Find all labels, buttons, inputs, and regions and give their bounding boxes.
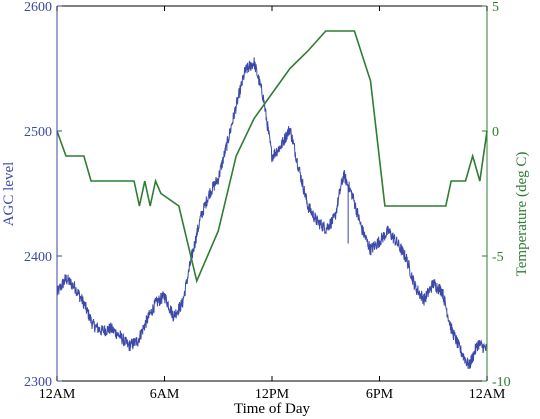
right-tick-label: 5 <box>492 0 499 15</box>
x-axis-title: Time of Day <box>234 401 311 417</box>
axes-layer: 12AM 6AM 12PM 6PM 12AM2300240025002600-10-50… <box>24 0 511 402</box>
temperature-series-line <box>56 30 488 284</box>
x-tick-label: 12AM <box>39 387 76 402</box>
x-tick-label: 6PM <box>366 387 394 402</box>
right-tick-label: -5 <box>492 250 504 265</box>
left-tick-label: 2500 <box>24 125 52 140</box>
right-tick-label: -10 <box>492 375 511 390</box>
x-tick-label: 12AM <box>469 387 506 402</box>
series-layer <box>56 30 488 370</box>
x-tick-label: 6AM <box>150 387 180 402</box>
right-tick-label: 0 <box>492 125 499 140</box>
left-tick-label: 2300 <box>24 375 52 390</box>
left-axis-title: AGC level <box>1 162 17 227</box>
left-tick-label: 2400 <box>24 250 52 265</box>
x-tick-label: 12PM <box>255 387 290 402</box>
right-axis-title: Temperature (deg C) <box>514 152 530 277</box>
agc-series-line <box>56 57 488 370</box>
left-tick-label: 2600 <box>24 0 52 15</box>
